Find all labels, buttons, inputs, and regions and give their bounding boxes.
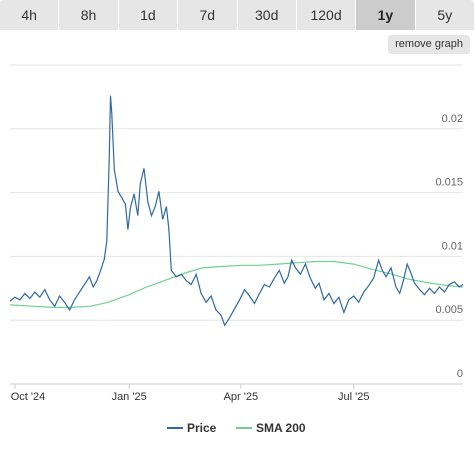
- x-tick-label: Oct '24: [11, 391, 46, 403]
- tab-4h[interactable]: 4h: [0, 0, 60, 30]
- y-tick-label: 0.01: [442, 240, 463, 252]
- remove-graph-button[interactable]: remove graph: [388, 35, 470, 54]
- tab-1y[interactable]: 1y: [356, 0, 416, 30]
- tab-120d[interactable]: 120d: [296, 0, 357, 30]
- y-tick-label: 0.015: [435, 177, 463, 189]
- x-tick-label: Jul '25: [338, 391, 369, 403]
- x-tick-label: Jan '25: [112, 391, 147, 403]
- tab-5y[interactable]: 5y: [415, 0, 474, 30]
- x-tick-label: Apr '25: [224, 391, 259, 403]
- legend-sma-label[interactable]: SMA 200: [256, 421, 306, 435]
- tab-7d[interactable]: 7d: [178, 0, 238, 30]
- legend: Price SMA 200: [167, 421, 306, 435]
- timeframe-tabs: 4h 8h 1d 7d 30d 120d 1y 5y: [0, 0, 474, 30]
- y-tick-label: 0.005: [435, 304, 463, 316]
- tab-1d[interactable]: 1d: [118, 0, 179, 30]
- legend-price-label[interactable]: Price: [187, 421, 217, 435]
- tab-8h[interactable]: 8h: [59, 0, 119, 30]
- tab-30d[interactable]: 30d: [237, 0, 297, 30]
- y-tick-label: 0.02: [442, 113, 463, 125]
- y-tick-label: 0: [457, 368, 463, 380]
- price-series-line: [9, 95, 464, 327]
